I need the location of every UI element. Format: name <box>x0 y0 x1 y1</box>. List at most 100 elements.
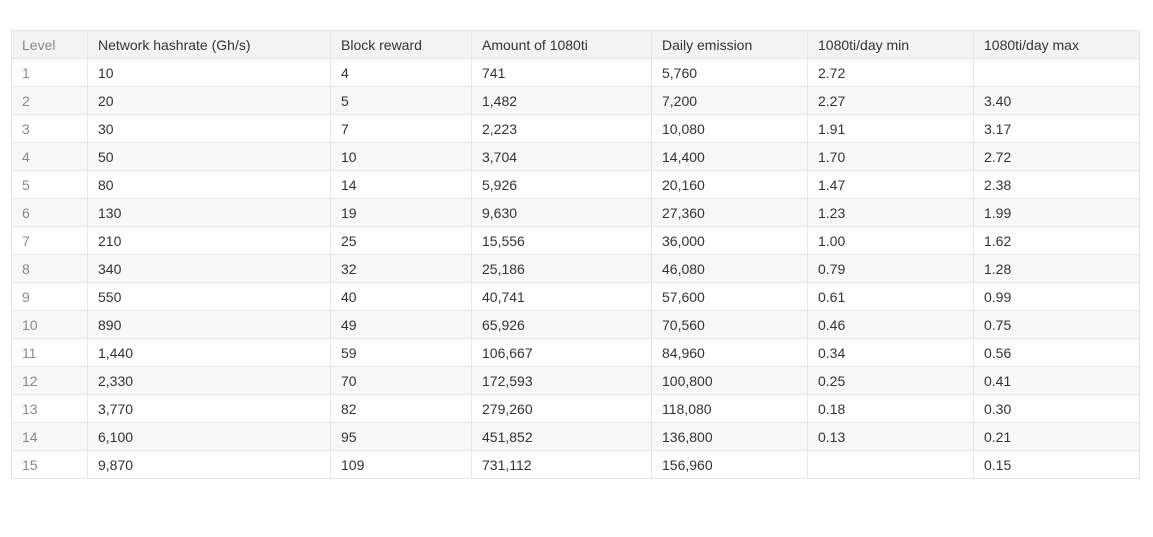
cell-block-reward: 95 <box>330 422 472 451</box>
table-row: 13 3,770 82 279,260 118,080 0.18 0.30 <box>11 394 1140 423</box>
cell-network-hashrate: 20 <box>87 86 331 115</box>
cell-level: 13 <box>11 394 88 423</box>
cell-1080ti-day-max: 3.40 <box>973 86 1140 115</box>
cell-1080ti-day-min: 1.23 <box>807 198 974 227</box>
table-row: 6 130 19 9,630 27,360 1.23 1.99 <box>11 198 1140 227</box>
cell-level: 11 <box>11 338 88 367</box>
cell-network-hashrate: 1,440 <box>87 338 331 367</box>
cell-network-hashrate: 10 <box>87 58 331 87</box>
cell-1080ti-day-min: 2.72 <box>807 58 974 87</box>
cell-amount-1080ti: 9,630 <box>471 198 652 227</box>
cell-daily-emission: 5,760 <box>651 58 808 87</box>
cell-1080ti-day-min: 2.27 <box>807 86 974 115</box>
cell-network-hashrate: 340 <box>87 254 331 283</box>
cell-daily-emission: 20,160 <box>651 170 808 199</box>
cell-daily-emission: 136,800 <box>651 422 808 451</box>
cell-level: 8 <box>11 254 88 283</box>
cell-network-hashrate: 9,870 <box>87 450 331 479</box>
cell-daily-emission: 118,080 <box>651 394 808 423</box>
header-1080ti-day-min: 1080ti/day min <box>807 30 974 59</box>
cell-daily-emission: 156,960 <box>651 450 808 479</box>
cell-amount-1080ti: 3,704 <box>471 142 652 171</box>
cell-1080ti-day-max: 0.99 <box>973 282 1140 311</box>
cell-amount-1080ti: 106,667 <box>471 338 652 367</box>
cell-block-reward: 10 <box>330 142 472 171</box>
cell-network-hashrate: 550 <box>87 282 331 311</box>
cell-block-reward: 40 <box>330 282 472 311</box>
cell-daily-emission: 27,360 <box>651 198 808 227</box>
table-row: 12 2,330 70 172,593 100,800 0.25 0.41 <box>11 366 1140 395</box>
cell-daily-emission: 10,080 <box>651 114 808 143</box>
cell-daily-emission: 46,080 <box>651 254 808 283</box>
table-row: 1 10 4 741 5,760 2.72 <box>11 58 1140 87</box>
cell-network-hashrate: 2,330 <box>87 366 331 395</box>
cell-1080ti-day-min: 1.47 <box>807 170 974 199</box>
cell-level: 1 <box>11 58 88 87</box>
cell-amount-1080ti: 1,482 <box>471 86 652 115</box>
table-row: 2 20 5 1,482 7,200 2.27 3.40 <box>11 86 1140 115</box>
cell-block-reward: 7 <box>330 114 472 143</box>
table-row: 14 6,100 95 451,852 136,800 0.13 0.21 <box>11 422 1140 451</box>
table-body: 1 10 4 741 5,760 2.72 2 20 5 1,482 7,200 2.27 3.40 3 3… <box>11 58 1140 479</box>
cell-amount-1080ti: 172,593 <box>471 366 652 395</box>
header-level: Level <box>11 30 88 59</box>
cell-level: 10 <box>11 310 88 339</box>
cell-1080ti-day-min: 0.18 <box>807 394 974 423</box>
cell-block-reward: 25 <box>330 226 472 255</box>
header-network-hashrate: Network hashrate (Gh/s) <box>87 30 331 59</box>
cell-network-hashrate: 50 <box>87 142 331 171</box>
cell-level: 9 <box>11 282 88 311</box>
cell-level: 15 <box>11 450 88 479</box>
cell-network-hashrate: 6,100 <box>87 422 331 451</box>
cell-block-reward: 82 <box>330 394 472 423</box>
cell-1080ti-day-max: 0.15 <box>973 450 1140 479</box>
cell-daily-emission: 100,800 <box>651 366 808 395</box>
cell-amount-1080ti: 25,186 <box>471 254 652 283</box>
cell-daily-emission: 70,560 <box>651 310 808 339</box>
cell-1080ti-day-max: 0.30 <box>973 394 1140 423</box>
cell-1080ti-day-max: 2.38 <box>973 170 1140 199</box>
table-row: 5 80 14 5,926 20,160 1.47 2.38 <box>11 170 1140 199</box>
table-row: 15 9,870 109 731,112 156,960 0.15 <box>11 450 1140 479</box>
cell-level: 3 <box>11 114 88 143</box>
table-row: 9 550 40 40,741 57,600 0.61 0.99 <box>11 282 1140 311</box>
cell-daily-emission: 84,960 <box>651 338 808 367</box>
cell-level: 2 <box>11 86 88 115</box>
cell-daily-emission: 36,000 <box>651 226 808 255</box>
cell-level: 6 <box>11 198 88 227</box>
cell-amount-1080ti: 40,741 <box>471 282 652 311</box>
header-1080ti-day-max: 1080ti/day max <box>973 30 1140 59</box>
cell-level: 14 <box>11 422 88 451</box>
cell-level: 12 <box>11 366 88 395</box>
cell-amount-1080ti: 731,112 <box>471 450 652 479</box>
header-daily-emission: Daily emission <box>651 30 808 59</box>
cell-1080ti-day-min: 0.61 <box>807 282 974 311</box>
table-row: 11 1,440 59 106,667 84,960 0.34 0.56 <box>11 338 1140 367</box>
cell-amount-1080ti: 5,926 <box>471 170 652 199</box>
cell-amount-1080ti: 451,852 <box>471 422 652 451</box>
table-row: 4 50 10 3,704 14,400 1.70 2.72 <box>11 142 1140 171</box>
cell-block-reward: 59 <box>330 338 472 367</box>
header-amount-1080ti: Amount of 1080ti <box>471 30 652 59</box>
cell-1080ti-day-max <box>973 58 1140 87</box>
cell-level: 7 <box>11 226 88 255</box>
cell-daily-emission: 57,600 <box>651 282 808 311</box>
cell-block-reward: 32 <box>330 254 472 283</box>
emission-table: Level Network hashrate (Gh/s) Block rewa… <box>11 30 1140 479</box>
cell-1080ti-day-min: 0.46 <box>807 310 974 339</box>
header-block-reward: Block reward <box>330 30 472 59</box>
cell-amount-1080ti: 65,926 <box>471 310 652 339</box>
cell-1080ti-day-max: 0.75 <box>973 310 1140 339</box>
cell-block-reward: 49 <box>330 310 472 339</box>
cell-1080ti-day-min: 0.13 <box>807 422 974 451</box>
cell-daily-emission: 14,400 <box>651 142 808 171</box>
cell-level: 5 <box>11 170 88 199</box>
table-row: 3 30 7 2,223 10,080 1.91 3.17 <box>11 114 1140 143</box>
cell-1080ti-day-min: 1.00 <box>807 226 974 255</box>
table-row: 8 340 32 25,186 46,080 0.79 1.28 <box>11 254 1140 283</box>
cell-network-hashrate: 30 <box>87 114 331 143</box>
cell-1080ti-day-min: 1.70 <box>807 142 974 171</box>
table-row: 7 210 25 15,556 36,000 1.00 1.62 <box>11 226 1140 255</box>
cell-amount-1080ti: 2,223 <box>471 114 652 143</box>
cell-1080ti-day-min: 0.34 <box>807 338 974 367</box>
